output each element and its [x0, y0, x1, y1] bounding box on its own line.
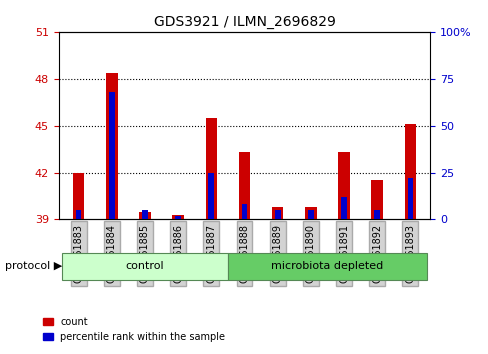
Text: microbiota depleted: microbiota depleted: [271, 261, 383, 272]
Bar: [76, 210, 81, 219]
Bar: [109, 92, 115, 219]
Bar: [404, 124, 415, 219]
Bar: [175, 216, 181, 219]
Bar: [338, 152, 349, 219]
Title: GDS3921 / ILMN_2696829: GDS3921 / ILMN_2696829: [153, 16, 335, 29]
Bar: [307, 210, 313, 219]
Bar: [172, 215, 183, 219]
Bar: [208, 172, 214, 219]
Bar: [371, 181, 382, 219]
Text: control: control: [125, 261, 164, 272]
Text: protocol ▶: protocol ▶: [5, 261, 62, 272]
Bar: [407, 178, 412, 219]
Bar: [139, 212, 150, 219]
Bar: [73, 173, 84, 219]
Legend: count, percentile rank within the sample: count, percentile rank within the sample: [39, 313, 229, 346]
Bar: [205, 118, 217, 219]
Bar: [241, 205, 247, 219]
Bar: [305, 207, 316, 219]
Bar: [373, 210, 379, 219]
Bar: [238, 152, 250, 219]
Bar: [106, 73, 117, 219]
Bar: [274, 210, 280, 219]
Bar: [341, 197, 346, 219]
Bar: [271, 207, 283, 219]
Bar: [142, 210, 147, 219]
